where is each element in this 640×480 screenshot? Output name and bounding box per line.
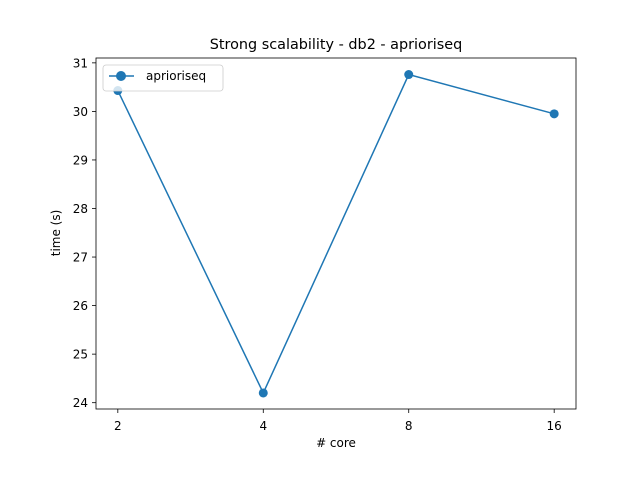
y-tick-label: 25 <box>73 348 88 362</box>
x-tick-label: 8 <box>405 419 413 433</box>
y-tick-label: 31 <box>73 56 88 70</box>
legend-marker <box>116 71 126 81</box>
legend-label: aprioriseq <box>146 69 206 83</box>
legend: aprioriseq <box>102 64 224 92</box>
x-tick-label: 16 <box>547 419 562 433</box>
y-axis: 24 25 26 27 28 29 30 31 <box>73 56 96 410</box>
y-tick-label: 29 <box>73 153 88 167</box>
x-axis-label: # core <box>316 436 356 450</box>
legend-box <box>102 64 224 92</box>
x-axis: 2 4 8 16 <box>114 409 562 433</box>
y-tick-label: 30 <box>73 105 88 119</box>
data-point <box>549 109 559 119</box>
y-axis-label: time (s) <box>49 210 63 257</box>
data-point <box>404 70 414 80</box>
chart-title: Strong scalability - db2 - aprioriseq <box>210 37 463 53</box>
y-tick-label: 26 <box>73 299 88 313</box>
data-point <box>258 388 268 398</box>
y-tick-label: 28 <box>73 202 88 216</box>
series-line <box>117 73 555 395</box>
plot-frame <box>95 57 577 410</box>
x-tick-label: 4 <box>259 419 267 433</box>
y-tick-label: 27 <box>73 251 88 265</box>
y-tick-label: 24 <box>73 396 88 410</box>
x-tick-label: 2 <box>114 419 122 433</box>
